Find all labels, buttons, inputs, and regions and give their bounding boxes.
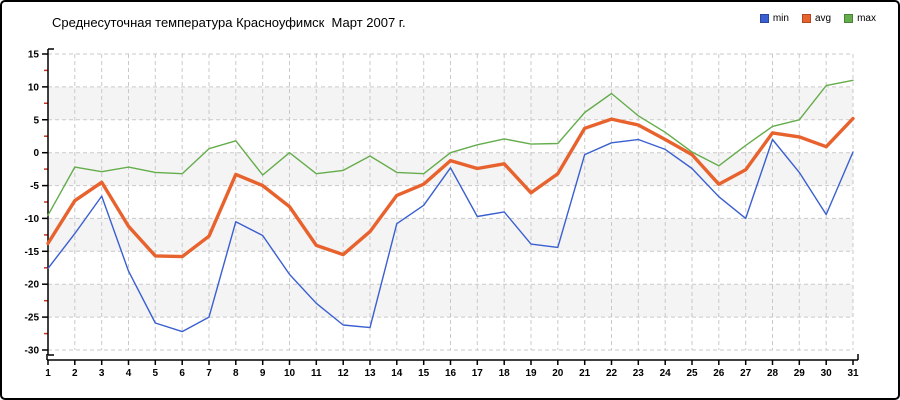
x-axis-label: 7 <box>206 368 212 379</box>
x-axis-label: 12 <box>338 368 350 379</box>
y-axis-label: 5 <box>33 115 39 126</box>
x-axis-label: 16 <box>445 368 457 379</box>
y-axis-label: -20 <box>25 280 40 291</box>
x-axis-label: 22 <box>606 368 618 379</box>
x-axis-label: 10 <box>284 368 296 379</box>
min-series-swatch <box>759 14 769 23</box>
x-axis-label: 27 <box>740 368 752 379</box>
x-axis-label: 3 <box>99 368 105 379</box>
y-axis-label: 10 <box>28 82 40 93</box>
y-axis-label: -10 <box>25 214 40 225</box>
chart-title: Среднесуточная температура Красноуфимск … <box>52 15 406 30</box>
y-axis-label: 0 <box>33 148 39 159</box>
x-axis-label: 26 <box>713 368 725 379</box>
legend-item-max[interactable]: max <box>844 13 876 24</box>
x-axis-label: 23 <box>633 368 645 379</box>
x-axis-label: 11 <box>311 368 322 379</box>
legend-item-min[interactable]: min <box>759 13 789 24</box>
x-axis-label: 29 <box>794 368 806 379</box>
x-axis-label: 17 <box>472 368 484 379</box>
legend-item-avg[interactable]: avg <box>801 13 832 24</box>
series-avg[interactable] <box>46 116 855 259</box>
x-axis-label: 6 <box>179 368 185 379</box>
y-axis-label: -25 <box>25 313 40 324</box>
x-axis-label: 9 <box>260 368 266 379</box>
x-axis-label: 28 <box>767 368 779 379</box>
y-axis-label: -5 <box>30 181 39 192</box>
y-axis-label: -15 <box>25 247 40 258</box>
avg-series-swatch <box>801 14 811 23</box>
x-axis-label: 14 <box>391 368 403 379</box>
series-max[interactable] <box>47 79 854 216</box>
legend-label-min: min <box>772 13 789 24</box>
x-axis-label: 24 <box>660 368 672 379</box>
x-axis-label: 31 <box>847 368 859 379</box>
legend: min avg max <box>759 13 876 24</box>
y-axis-label: -30 <box>25 346 40 357</box>
x-axis-label: 15 <box>418 368 430 379</box>
legend-label-max: max <box>857 13 876 24</box>
x-axis-label: 18 <box>499 368 511 379</box>
x-axis-label: 19 <box>525 368 537 379</box>
max-series-swatch <box>844 14 854 23</box>
x-axis-label: 1 <box>45 368 51 379</box>
y-axis-label: 15 <box>28 50 40 61</box>
x-axis-label: 4 <box>126 368 132 379</box>
x-axis-label: 20 <box>552 368 564 379</box>
x-axis-label: 21 <box>579 368 591 379</box>
x-axis-label: 13 <box>364 368 376 379</box>
x-axis-label: 8 <box>233 368 239 379</box>
x-axis-label: 30 <box>821 368 833 379</box>
x-axis-label: 5 <box>153 368 159 379</box>
x-axis-label: 25 <box>686 368 698 379</box>
series-min[interactable] <box>47 138 854 333</box>
x-axis-label: 2 <box>72 368 78 379</box>
legend-label-avg: avg <box>814 13 832 24</box>
